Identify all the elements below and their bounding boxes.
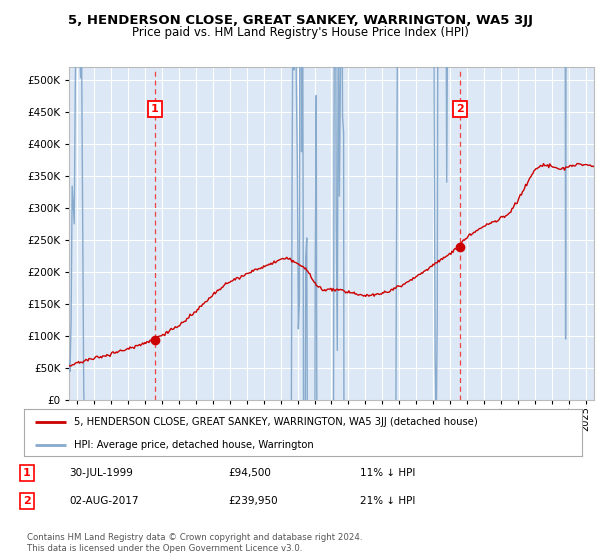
- Text: Contains HM Land Registry data © Crown copyright and database right 2024.
This d: Contains HM Land Registry data © Crown c…: [27, 533, 362, 553]
- Text: 02-AUG-2017: 02-AUG-2017: [69, 496, 139, 506]
- Text: 2: 2: [456, 104, 464, 114]
- Text: £239,950: £239,950: [228, 496, 278, 506]
- Text: 5, HENDERSON CLOSE, GREAT SANKEY, WARRINGTON, WA5 3JJ: 5, HENDERSON CLOSE, GREAT SANKEY, WARRIN…: [67, 14, 533, 27]
- Text: 30-JUL-1999: 30-JUL-1999: [69, 468, 133, 478]
- Text: £94,500: £94,500: [228, 468, 271, 478]
- Text: Price paid vs. HM Land Registry's House Price Index (HPI): Price paid vs. HM Land Registry's House …: [131, 26, 469, 39]
- Text: 5, HENDERSON CLOSE, GREAT SANKEY, WARRINGTON, WA5 3JJ (detached house): 5, HENDERSON CLOSE, GREAT SANKEY, WARRIN…: [74, 417, 478, 427]
- Text: 1: 1: [23, 468, 31, 478]
- Text: 21% ↓ HPI: 21% ↓ HPI: [360, 496, 415, 506]
- Text: 11% ↓ HPI: 11% ↓ HPI: [360, 468, 415, 478]
- Text: HPI: Average price, detached house, Warrington: HPI: Average price, detached house, Warr…: [74, 440, 314, 450]
- Text: 1: 1: [151, 104, 159, 114]
- Text: 2: 2: [23, 496, 31, 506]
